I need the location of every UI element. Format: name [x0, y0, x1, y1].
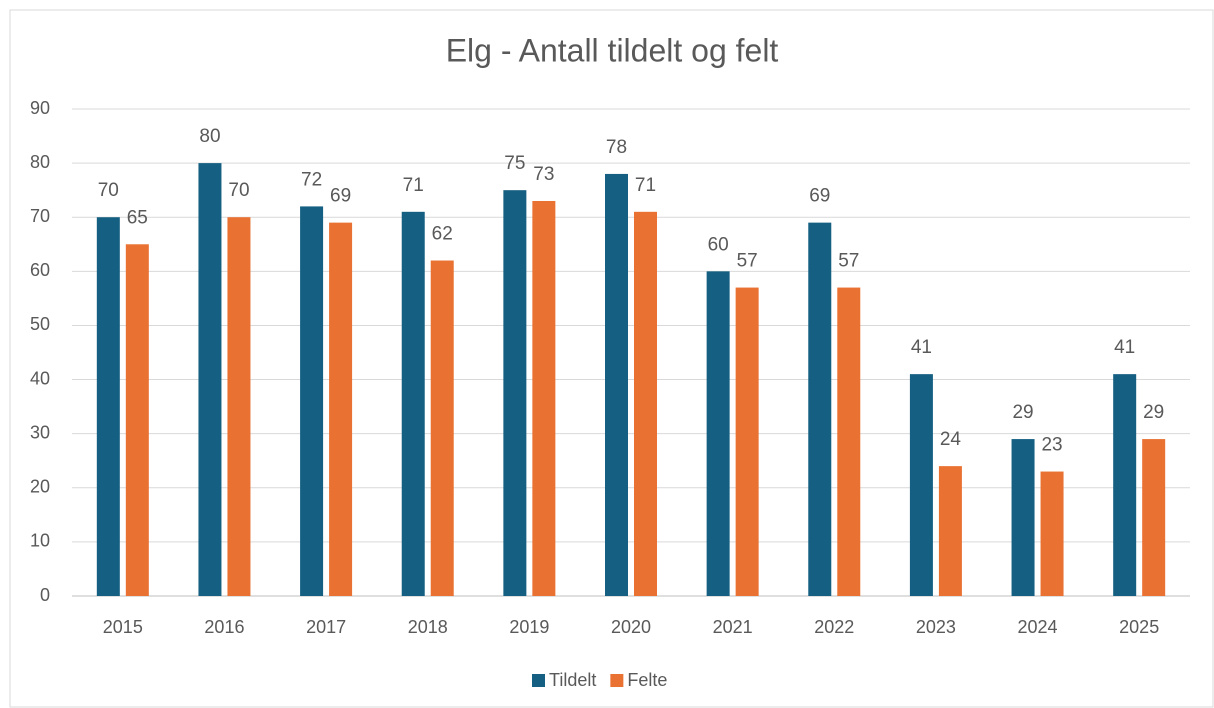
y-tick-label: 50: [30, 314, 50, 334]
data-label: 75: [504, 153, 525, 174]
data-label: 73: [533, 164, 554, 185]
bar: [227, 217, 251, 596]
x-tick-label: 2019: [509, 617, 549, 637]
bar: [706, 271, 730, 596]
legend-swatch: [532, 674, 545, 687]
data-label: 60: [708, 234, 729, 255]
bar: [1113, 374, 1137, 596]
x-tick-label: 2015: [103, 617, 143, 637]
x-tick-label: 2018: [408, 617, 448, 637]
x-tick-label: 2021: [713, 617, 753, 637]
bar: [532, 200, 556, 596]
bar: [735, 287, 759, 596]
data-label: 80: [199, 126, 220, 147]
x-tick-label: 2020: [611, 617, 651, 637]
data-label: 69: [330, 186, 351, 207]
bar: [909, 374, 933, 596]
x-tick-label: 2024: [1018, 617, 1058, 637]
bar: [125, 244, 149, 596]
bar: [329, 222, 353, 596]
bar: [605, 173, 628, 596]
bar: [1011, 439, 1035, 596]
bar: [634, 211, 657, 597]
data-label: 24: [940, 429, 962, 450]
y-tick-label: 60: [30, 260, 50, 280]
data-label: 71: [403, 175, 424, 196]
data-label: 41: [911, 337, 932, 358]
data-label: 71: [635, 175, 656, 196]
x-tick-label: 2016: [204, 617, 244, 637]
x-tick-label: 2017: [306, 617, 346, 637]
data-label: 72: [301, 169, 322, 190]
data-label: 70: [98, 180, 119, 201]
bar: [401, 211, 425, 597]
y-tick-label: 20: [30, 477, 50, 497]
bar: [300, 206, 324, 596]
y-tick-label: 30: [30, 422, 50, 442]
bar: [938, 466, 962, 596]
data-label: 62: [432, 224, 453, 245]
bar: [430, 260, 454, 596]
legend-swatch: [610, 674, 624, 687]
bar: [1040, 471, 1064, 596]
chart-title: Elg - Antall tildelt og felt: [446, 32, 779, 68]
bar: [503, 190, 527, 596]
bar: [1142, 439, 1166, 596]
data-label: 65: [127, 207, 148, 228]
data-label: 70: [228, 180, 249, 201]
y-tick-label: 80: [30, 152, 50, 172]
bar: [837, 287, 861, 596]
data-label: 69: [809, 186, 830, 207]
y-tick-label: 0: [40, 585, 50, 605]
data-label: 41: [1114, 337, 1135, 358]
y-tick-label: 10: [30, 531, 50, 551]
data-label: 23: [1041, 435, 1062, 456]
data-label: 78: [606, 137, 627, 158]
x-tick-label: 2025: [1119, 617, 1159, 637]
data-label: 57: [737, 251, 758, 272]
x-tick-label: 2022: [814, 617, 854, 637]
data-label: 29: [1143, 402, 1164, 423]
y-tick-label: 40: [30, 368, 50, 388]
bar: [198, 163, 222, 596]
data-label: 29: [1012, 402, 1033, 423]
x-tick-label: 2023: [916, 617, 956, 637]
bar: [96, 217, 120, 596]
y-tick-label: 90: [30, 98, 50, 118]
y-tick-label: 70: [30, 206, 50, 226]
data-label: 57: [838, 251, 859, 272]
legend-label: Felte: [627, 670, 667, 690]
bar: [808, 222, 832, 596]
legend-label: Tildelt: [549, 670, 596, 690]
